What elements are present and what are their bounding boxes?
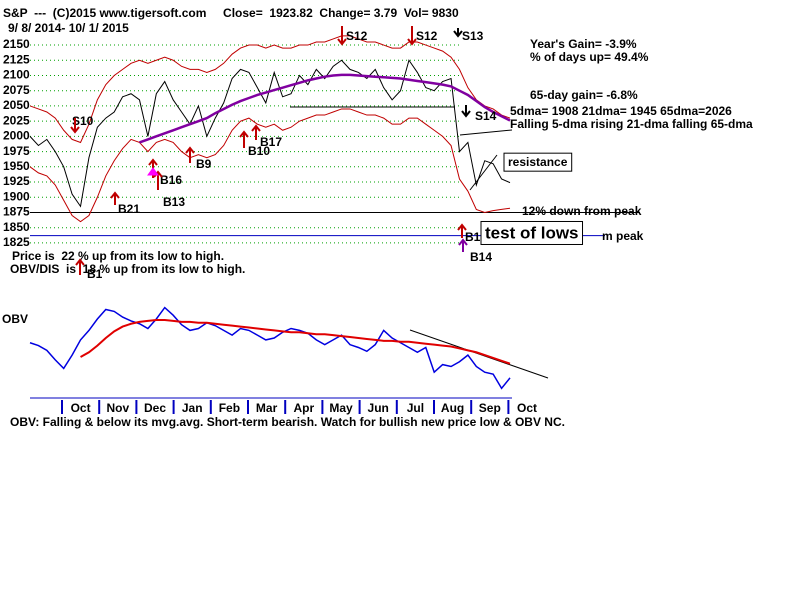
signal-arrow (458, 238, 468, 252)
series-line (139, 73, 511, 144)
y-tick-label: 1950 (3, 159, 30, 173)
annotation: resistance (508, 155, 568, 169)
stat: 65-day gain= -6.8% (530, 88, 638, 102)
annotation: S13 (462, 29, 484, 43)
annotation: B13 (163, 195, 185, 209)
signal-arrow (337, 26, 347, 46)
annotation: B10 (248, 144, 270, 158)
y-tick-label: 1900 (3, 189, 30, 203)
annotation: 12% down from peak (522, 204, 642, 218)
signal-arrow (407, 26, 417, 46)
signal-arrow (251, 124, 261, 140)
annotation: m peak (602, 229, 644, 243)
stat: Year's Gain= -3.9% (530, 37, 637, 51)
annotation-box (480, 220, 584, 245)
signal-arrow (461, 105, 471, 118)
x-tick-label: Sep (479, 401, 501, 415)
x-tick-label: Jan (182, 401, 203, 415)
signal-arrow (75, 258, 85, 275)
annotation: B9 (196, 157, 212, 171)
y-tick-label: 1925 (3, 174, 30, 188)
y-tick-label: 2000 (3, 129, 30, 143)
y-tick-label: 1850 (3, 220, 30, 234)
y-tick-label: 1975 (3, 144, 30, 158)
y-tick-label: 2125 (3, 52, 30, 66)
y-tick-label: 2100 (3, 68, 30, 82)
annotation: S12 (416, 29, 438, 43)
stat: Falling 5-dma rising 21-dma falling 65-d… (510, 117, 753, 131)
y-tick-label: 1875 (3, 205, 30, 219)
annotation: B14 (470, 250, 492, 264)
obv-title: OBV (2, 312, 28, 326)
x-tick-label: Dec (144, 401, 166, 415)
trendline (459, 129, 513, 136)
footer: OBV: Falling & below its mvg.avg. Short-… (10, 415, 565, 429)
signal-arrow (70, 118, 80, 134)
note: Price is 22 % up from its low to high. (12, 249, 224, 263)
x-tick-label: Jul (407, 401, 424, 415)
annotation: S10 (72, 114, 94, 128)
annotation: S14 (475, 109, 497, 123)
signal-arrow (147, 167, 159, 176)
signal-arrow (110, 191, 120, 205)
stat: 5dma= 1908 21dma= 1945 65dma=2026 (510, 104, 732, 118)
annotation-box (503, 152, 573, 172)
note: OBV/DIS is 18 % up from its low to high. (10, 262, 245, 276)
x-tick-label: Jun (368, 401, 389, 415)
signal-arrow (453, 28, 463, 38)
annotation: B17 (260, 135, 282, 149)
signal-arrow (457, 223, 467, 238)
stat: % of days up= 49.4% (530, 50, 649, 64)
signal-arrow (185, 146, 195, 163)
x-tick-label: Aug (441, 401, 464, 415)
header: S&P --- (C)2015 www.tigersoft.com Close=… (3, 6, 459, 20)
annotation: B1 (87, 267, 103, 281)
y-tick-label: 1825 (3, 235, 30, 249)
annotation: B16 (160, 173, 182, 187)
y-tick-label: 2150 (3, 37, 30, 51)
x-tick-label: Oct (517, 401, 537, 415)
annotation: B21 (118, 202, 140, 216)
x-tick-label: Nov (106, 401, 129, 415)
annotation: S12 (346, 29, 368, 43)
series-line (29, 35, 511, 144)
series-line (29, 108, 511, 223)
signal-arrow (239, 130, 249, 148)
y-tick-label: 2025 (3, 113, 30, 127)
x-tick-label: Mar (256, 401, 278, 415)
obv-line (29, 306, 511, 390)
x-tick-label: May (329, 401, 353, 415)
series-line (29, 59, 511, 208)
y-tick-label: 2050 (3, 98, 30, 112)
x-tick-label: Feb (219, 401, 240, 415)
trendline (469, 154, 498, 191)
x-tick-label: Oct (71, 401, 91, 415)
y-tick-label: 2075 (3, 83, 30, 97)
annotation: test of lows (485, 223, 579, 242)
obv-line (80, 318, 511, 365)
date-range: 9/ 8/ 2014- 10/ 1/ 2015 (8, 21, 129, 35)
x-tick-label: Apr (293, 401, 314, 415)
